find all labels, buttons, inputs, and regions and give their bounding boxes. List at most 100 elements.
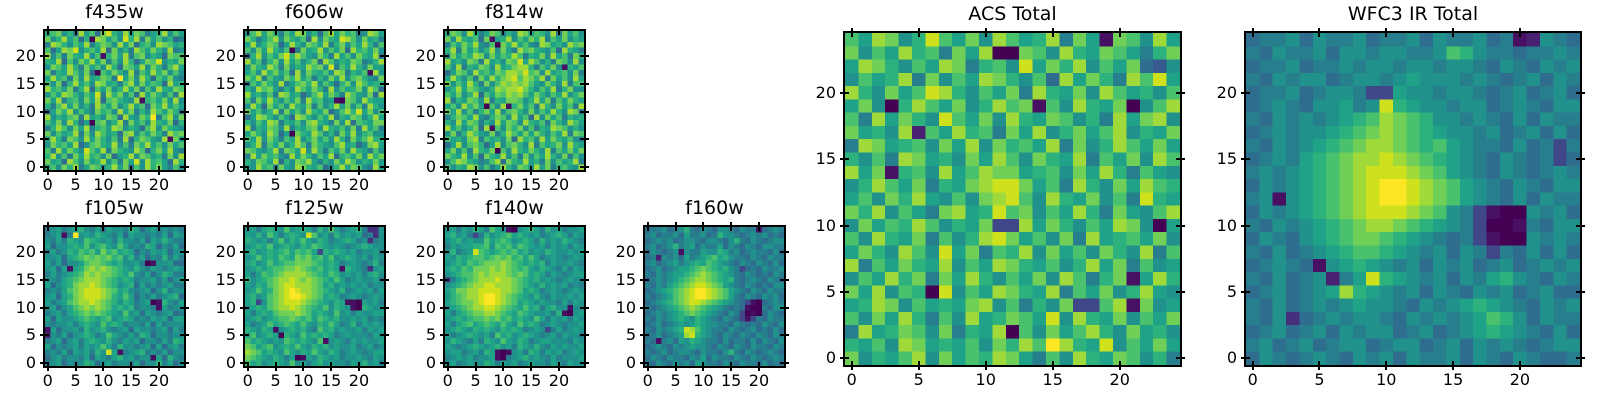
- heatmap-plot: 0 5 10 15 20 0 5 10 15 20: [16, 222, 189, 389]
- x-tick-label: 5: [470, 371, 481, 390]
- y-tick-mark: [40, 110, 49, 113]
- panel-title: WFC3 IR Total: [1347, 3, 1479, 25]
- x-tick-mark: [474, 26, 477, 35]
- x-tick-mark: [274, 166, 277, 175]
- x-tick-label: 20: [348, 371, 370, 390]
- x-tick-mark: [1518, 28, 1521, 37]
- y-tick-mark: [440, 138, 449, 141]
- x-tick-mark: [1452, 28, 1455, 37]
- x-tick-mark: [102, 26, 105, 35]
- x-tick-mark: [1518, 361, 1521, 370]
- y-tick-mark: [440, 82, 449, 85]
- y-tick-mark: [240, 82, 249, 85]
- y-tick-label: 15: [615, 269, 636, 289]
- y-tick-mark: [840, 357, 849, 360]
- y-tick-mark: [40, 55, 49, 58]
- x-tick-mark: [1118, 361, 1121, 370]
- x-tick-mark: [46, 362, 49, 371]
- x-tick-mark: [1251, 28, 1254, 37]
- x-tick-mark: [917, 361, 920, 370]
- x-tick-label: 10: [93, 371, 114, 390]
- panel-title: f814w: [485, 1, 544, 23]
- y-tick-mark: [1576, 290, 1585, 293]
- x-tick-label: 20: [1109, 370, 1130, 389]
- y-tick-mark: [180, 306, 189, 309]
- x-tick-mark: [530, 222, 533, 231]
- y-tick-label: 20: [815, 82, 836, 102]
- x-tick-mark: [557, 222, 560, 231]
- x-tick-mark: [446, 26, 449, 35]
- y-tick-label: 15: [215, 73, 236, 93]
- y-tick-mark: [1241, 158, 1250, 161]
- x-tick-mark: [357, 222, 360, 231]
- x-tick-label: 20: [748, 371, 770, 390]
- y-tick-label: 10: [215, 297, 236, 317]
- x-tick-mark: [530, 166, 533, 175]
- y-tick-mark: [380, 55, 389, 58]
- panel-f160w: f160w 0 5 10 15 20 0 5 10 15 20: [616, 199, 789, 389]
- y-tick-mark: [1176, 357, 1185, 360]
- y-tick-mark: [1576, 357, 1585, 360]
- y-tick-mark: [40, 138, 49, 141]
- y-tick-mark: [780, 362, 789, 365]
- y-tick-mark: [240, 110, 249, 113]
- panel-title: f606w: [285, 1, 344, 23]
- y-tick-mark: [380, 110, 389, 113]
- y-tick-mark: [40, 278, 49, 281]
- x-tick-label: 15: [1042, 370, 1063, 389]
- x-tick-label: 0: [1247, 370, 1258, 389]
- x-tick-mark: [984, 361, 987, 370]
- x-tick-mark: [530, 26, 533, 35]
- heatmap-plot: 0 5 10 15 20 0 5 10 15 20: [416, 26, 589, 193]
- heatmap-plot: 0 5 10 15 20 0 5 10 15 20: [616, 222, 789, 389]
- x-tick-label: 0: [442, 175, 453, 194]
- x-tick-mark: [850, 28, 853, 37]
- y-tick-mark: [180, 138, 189, 141]
- y-tick-mark: [580, 110, 589, 113]
- x-tick-mark: [157, 166, 160, 175]
- heatmap-plot: 0 5 10 15 20 0 5 10 15 20: [816, 28, 1185, 388]
- x-tick-label: 20: [348, 175, 370, 194]
- x-tick-label: 15: [1442, 370, 1464, 389]
- x-tick-mark: [246, 362, 249, 371]
- y-tick-mark: [240, 251, 249, 254]
- y-tick-mark: [440, 306, 449, 309]
- x-tick-mark: [474, 222, 477, 231]
- x-tick-label: 20: [148, 371, 170, 390]
- y-tick-label: 15: [815, 149, 836, 169]
- panel-f125w: f125w 0 5 10 15 20 0 5 10 15 20: [216, 199, 389, 389]
- x-tick-label: 20: [548, 371, 570, 390]
- panel-wfc3-ir-total: WFC3 IR Total 0 5 10 15 20 0 5 10 15 20: [1217, 5, 1585, 388]
- x-tick-mark: [357, 362, 360, 371]
- x-tick-mark: [446, 166, 449, 175]
- x-tick-mark: [102, 166, 105, 175]
- heatmap-canvas: [445, 227, 584, 366]
- y-tick-label: 15: [415, 73, 436, 93]
- x-tick-mark: [130, 166, 133, 175]
- y-tick-mark: [240, 138, 249, 141]
- x-tick-mark: [46, 166, 49, 175]
- x-tick-mark: [646, 222, 649, 231]
- x-tick-mark: [74, 362, 77, 371]
- panel-title: f105w: [85, 197, 144, 219]
- x-tick-mark: [357, 26, 360, 35]
- x-tick-mark: [274, 26, 277, 35]
- x-tick-label: 5: [270, 371, 281, 390]
- panel-title: ACS Total: [968, 3, 1057, 25]
- x-tick-label: 15: [520, 175, 542, 194]
- y-tick-label: 10: [15, 297, 36, 317]
- x-tick-mark: [1318, 28, 1321, 37]
- y-tick-mark: [640, 251, 649, 254]
- y-tick-mark: [40, 334, 49, 337]
- x-tick-mark: [302, 362, 305, 371]
- y-tick-mark: [240, 334, 249, 337]
- x-tick-label: 15: [120, 175, 142, 194]
- y-tick-label: 0: [625, 353, 636, 373]
- y-tick-mark: [1241, 224, 1250, 227]
- y-tick-label: 5: [825, 281, 836, 301]
- y-tick-label: 10: [215, 101, 236, 121]
- y-tick-mark: [1176, 158, 1185, 161]
- y-tick-label: 20: [615, 242, 636, 262]
- heatmap-plot: 0 5 10 15 20 0 5 10 15 20: [16, 26, 189, 193]
- y-tick-label: 0: [425, 157, 436, 177]
